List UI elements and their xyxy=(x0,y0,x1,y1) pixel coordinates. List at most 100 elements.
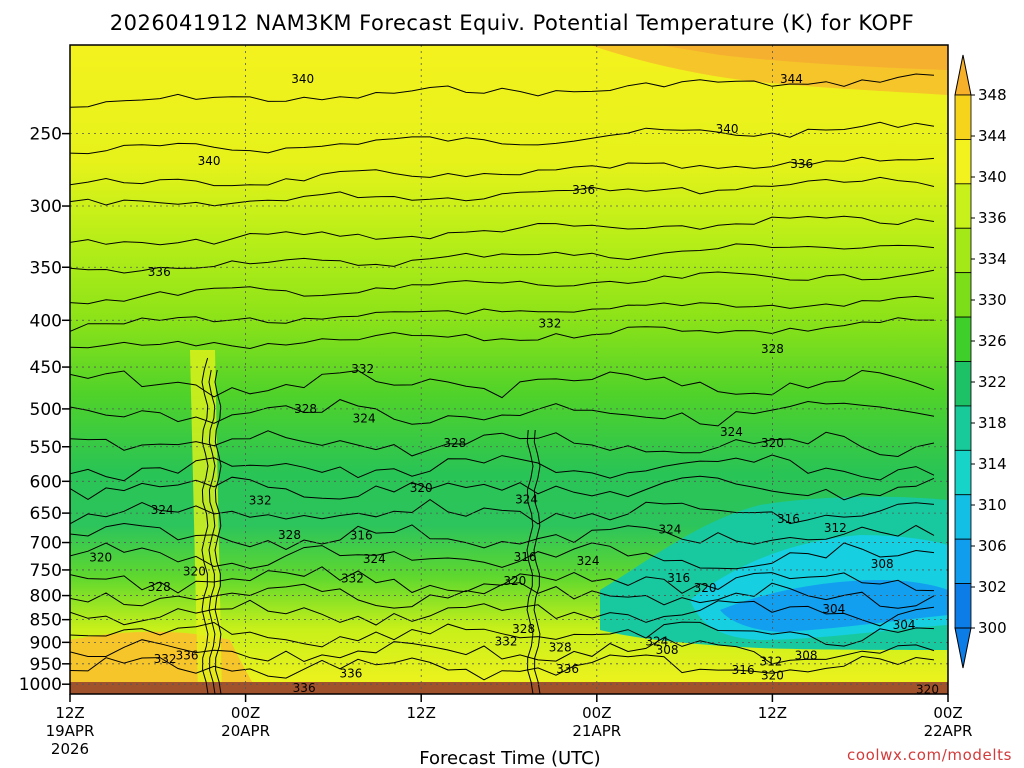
contour-label: 328 xyxy=(549,641,572,655)
contour-label: 332 xyxy=(539,316,562,330)
contour-line xyxy=(70,454,935,482)
colorbar-segment xyxy=(954,361,972,407)
contour-label-text: 312 xyxy=(759,655,782,669)
x-tick-label: 00Z xyxy=(231,704,260,722)
contour-line xyxy=(70,399,935,427)
contour-label: 336 xyxy=(148,265,171,279)
colorbar-label: 330 xyxy=(978,291,1007,309)
contour-label: 332 xyxy=(495,634,518,648)
contour-label-text: 332 xyxy=(249,494,272,508)
contour-label: 316 xyxy=(667,571,690,585)
contour-line xyxy=(70,430,935,458)
contour-line xyxy=(70,317,934,350)
colorbar-label: 310 xyxy=(978,496,1007,514)
colorbar-segment xyxy=(954,94,972,140)
contour-spike xyxy=(526,429,534,694)
colorbar-segment xyxy=(954,316,972,362)
contour-label-text: 324 xyxy=(151,503,174,517)
contour-label: 308 xyxy=(871,557,894,571)
contour-label: 332 xyxy=(249,494,272,508)
contour-line xyxy=(70,475,935,501)
colorbar-label: 334 xyxy=(978,250,1007,268)
contour-label-text: 324 xyxy=(645,634,668,648)
contour-label-text: 324 xyxy=(577,554,600,568)
contour-label: 324 xyxy=(577,554,600,568)
contour-label: 336 xyxy=(340,666,363,680)
contour-spike xyxy=(201,357,209,694)
y-tick-label: 800 xyxy=(30,587,62,607)
contour-label: 316 xyxy=(514,550,537,564)
contour-label: 340 xyxy=(198,154,221,168)
contour-label-text: 320 xyxy=(761,668,784,682)
contour-label-text: 328 xyxy=(761,342,784,356)
contour-line xyxy=(70,73,935,108)
colorbar-label: 302 xyxy=(978,578,1007,596)
y-tick-label: 700 xyxy=(30,534,62,554)
contour-label: 316 xyxy=(350,529,373,543)
contour-label: 308 xyxy=(656,643,679,657)
contour-label-text: 332 xyxy=(495,634,518,648)
contour-label: 320 xyxy=(916,683,939,694)
colorbar-bottom-arrow xyxy=(954,627,972,669)
y-tick-label: 450 xyxy=(30,358,62,378)
contour-line xyxy=(70,156,935,187)
contour-label-text: 328 xyxy=(443,436,466,450)
contour-label-text: 336 xyxy=(340,666,363,680)
contour-label-text: 336 xyxy=(148,265,171,279)
y-tick-label: 950 xyxy=(30,655,62,675)
contour-label: 320 xyxy=(761,436,784,450)
colorbar-label: 314 xyxy=(978,455,1007,473)
colorbar-segment xyxy=(954,538,972,584)
colorbar-top-arrow xyxy=(954,54,972,96)
contour-label: 324 xyxy=(659,522,682,536)
contour-label: 304 xyxy=(822,602,845,616)
warm-column xyxy=(190,350,222,694)
contour-label: 324 xyxy=(151,503,174,517)
contour-label: 320 xyxy=(410,481,433,495)
colorbar-segment xyxy=(954,494,972,540)
contour-label-text: 320 xyxy=(89,551,112,565)
contour-label-text: 332 xyxy=(351,362,374,376)
contour-label: 336 xyxy=(293,681,316,694)
contour-label-text: 316 xyxy=(350,529,373,543)
colorbar-label: 322 xyxy=(978,373,1007,391)
contour-line xyxy=(70,582,935,609)
contour-label: 308 xyxy=(795,648,818,662)
contour-label: 324 xyxy=(645,634,668,648)
contour-label-text: 332 xyxy=(539,316,562,330)
y-tick-label: 900 xyxy=(30,633,62,653)
x-tick-label: 00Z xyxy=(582,704,611,722)
contour-label: 336 xyxy=(572,183,595,197)
contour-spike xyxy=(214,369,222,694)
contour-label: 324 xyxy=(353,411,376,425)
contour-label-text: 328 xyxy=(148,580,171,594)
x-tick-label: 20APR xyxy=(221,722,270,740)
contour-label: 332 xyxy=(154,652,177,666)
contour-line xyxy=(70,269,935,305)
y-tick-label: 550 xyxy=(30,438,62,458)
contour-label: 324 xyxy=(720,425,743,439)
contour-label-text: 340 xyxy=(716,122,739,136)
contour-lines xyxy=(70,73,935,694)
contour-label-text: 320 xyxy=(183,565,206,579)
contour-label: 312 xyxy=(824,521,847,535)
y-tick-label: 500 xyxy=(30,400,62,420)
contour-label-text: 316 xyxy=(667,571,690,585)
contour-label-text: 324 xyxy=(720,425,743,439)
contour-label-text: 316 xyxy=(777,512,800,526)
contour-line xyxy=(70,621,935,648)
contour-label-text: 336 xyxy=(176,648,199,662)
x-tick-label: 12Z xyxy=(55,704,84,722)
contour-label: 336 xyxy=(790,157,813,171)
contour-label-text: 332 xyxy=(154,652,177,666)
contour-label: 320 xyxy=(183,565,206,579)
colorbar-segment xyxy=(954,449,972,496)
contour-label-text: 320 xyxy=(761,436,784,450)
contour-label-text: 336 xyxy=(790,157,813,171)
colorbar-label: 344 xyxy=(978,127,1007,145)
contour-label-text: 316 xyxy=(514,550,537,564)
contour-label: 328 xyxy=(278,528,301,542)
contour-line xyxy=(70,654,935,681)
